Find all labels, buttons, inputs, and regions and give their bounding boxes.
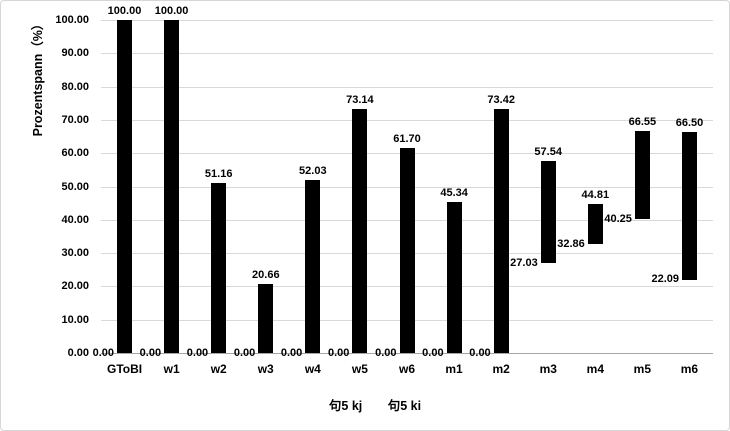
min-value-label: 32.86 bbox=[557, 238, 585, 250]
range-bar bbox=[352, 109, 368, 353]
max-value-label: 100.00 bbox=[107, 5, 142, 17]
min-value-label: 0.00 bbox=[280, 347, 303, 359]
y-tick-label: 50.00 bbox=[61, 181, 89, 193]
range-bar bbox=[399, 148, 415, 353]
x-axis-title-left: 句5 kj bbox=[328, 399, 363, 413]
range-bar bbox=[493, 109, 509, 353]
y-tick-label: 10.00 bbox=[61, 314, 89, 326]
min-value-label: 0.00 bbox=[327, 347, 350, 359]
max-value-label: 100.00 bbox=[154, 5, 189, 17]
max-value-label: 20.66 bbox=[252, 269, 280, 281]
range-bar bbox=[117, 20, 132, 353]
y-tick-label: 70.00 bbox=[61, 114, 89, 126]
max-value-label: 44.81 bbox=[581, 189, 610, 201]
y-tick-label: 90.00 bbox=[61, 47, 89, 59]
x-category-label: m1 bbox=[445, 362, 463, 376]
x-category-label: w1 bbox=[163, 362, 180, 376]
x-category-label: w3 bbox=[257, 362, 274, 376]
min-value-label: 0.00 bbox=[186, 347, 209, 359]
y-tick-label: 20.00 bbox=[61, 280, 89, 292]
range-bar bbox=[682, 132, 697, 280]
range-bar bbox=[164, 20, 180, 353]
x-category-label: GToBI bbox=[106, 362, 143, 376]
range-bar bbox=[305, 180, 321, 353]
gridline bbox=[101, 20, 713, 21]
y-tick-label: 100.00 bbox=[55, 14, 89, 26]
x-axis-title-right: 句5 ki bbox=[387, 399, 422, 413]
max-value-label: 73.42 bbox=[487, 94, 515, 106]
x-category-label: m3 bbox=[539, 362, 557, 376]
x-category-label: m2 bbox=[492, 362, 510, 376]
x-axis-line bbox=[101, 353, 713, 354]
y-tick-label: 80.00 bbox=[61, 81, 89, 93]
x-axis-title: 句5 kj 句5 ki bbox=[10, 399, 729, 414]
min-value-label: 27.03 bbox=[510, 257, 538, 269]
max-value-label: 66.50 bbox=[675, 117, 704, 129]
x-category-label: w6 bbox=[399, 362, 416, 376]
range-bar bbox=[587, 204, 603, 244]
range-bar bbox=[446, 202, 462, 353]
gridline bbox=[101, 53, 713, 54]
y-tick-label: 40.00 bbox=[61, 214, 89, 226]
max-value-label: 73.14 bbox=[346, 94, 374, 106]
x-category-label: m5 bbox=[633, 362, 652, 376]
x-category-label: m6 bbox=[680, 362, 699, 376]
max-value-label: 45.34 bbox=[440, 187, 468, 199]
y-tick-label: 30.00 bbox=[61, 247, 89, 259]
max-value-label: 61.70 bbox=[393, 133, 421, 145]
min-value-label: 0.00 bbox=[422, 347, 444, 359]
min-value-label: 0.00 bbox=[233, 347, 256, 359]
gridline bbox=[101, 120, 713, 121]
range-bar bbox=[634, 131, 650, 219]
range-bar bbox=[258, 284, 274, 353]
min-value-label: 0.00 bbox=[92, 347, 114, 359]
y-tick-label: 0.00 bbox=[67, 347, 89, 359]
max-value-label: 52.03 bbox=[299, 165, 327, 177]
x-category-label: m4 bbox=[586, 362, 605, 376]
min-value-label: 40.25 bbox=[604, 213, 632, 225]
y-tick-label: 60.00 bbox=[61, 147, 89, 159]
range-bar bbox=[211, 183, 227, 353]
min-value-label: 22.09 bbox=[651, 273, 679, 285]
x-category-label: w4 bbox=[304, 362, 321, 376]
min-value-label: 0.00 bbox=[375, 347, 397, 359]
gridline bbox=[101, 87, 713, 88]
min-value-label: 0.00 bbox=[139, 347, 162, 359]
max-value-label: 66.55 bbox=[628, 116, 657, 128]
max-value-label: 51.16 bbox=[204, 168, 233, 180]
x-category-label: w2 bbox=[210, 362, 227, 376]
min-value-label: 0.00 bbox=[469, 347, 491, 359]
x-category-label: w5 bbox=[351, 362, 368, 376]
range-bar bbox=[540, 161, 556, 263]
max-value-label: 57.54 bbox=[534, 146, 562, 158]
